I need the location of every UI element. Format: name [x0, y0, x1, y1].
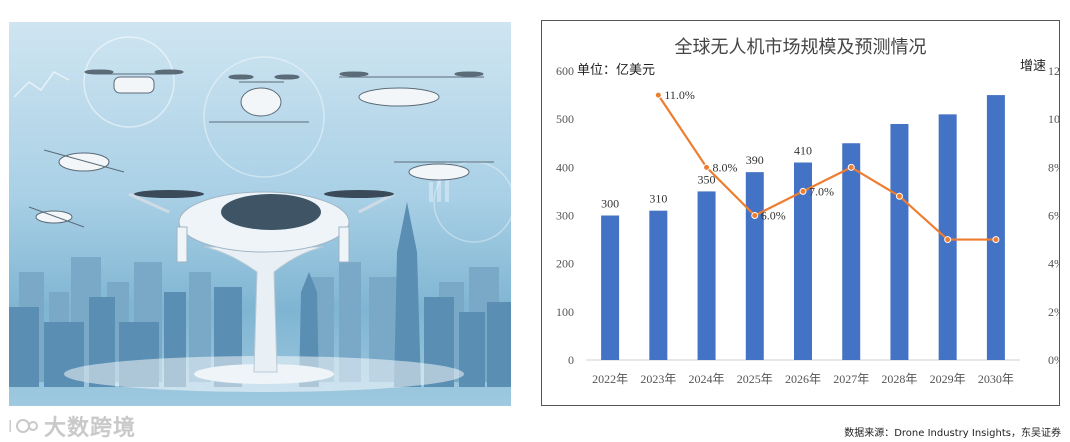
chart-plot: 0 100 200 300 400 500 600 0% 2% 4% 6% 8% 10% 12% 300 20… [556, 64, 1059, 386]
drone-icon [394, 161, 494, 181]
left-axis-unit: 单位：亿美元 [577, 63, 656, 78]
x-tick-label: 2023年 [640, 372, 676, 386]
hud-bars [429, 162, 449, 202]
growth-data-label: 8.0% [713, 160, 738, 174]
y-right-tick-label: 8% [1048, 160, 1059, 174]
drone-icon [43, 149, 125, 173]
y-right-tick-label: 10% [1048, 112, 1059, 126]
illustration-drawing [9, 36, 511, 392]
y-left-tick-label: 0 [568, 353, 574, 367]
platform-base [194, 364, 334, 384]
x-tick-label: 2027年 [833, 372, 869, 386]
pedestal [203, 246, 325, 373]
y-left-tick-label: 400 [556, 160, 574, 174]
y-right-tick-label: 6% [1048, 209, 1059, 223]
source-note: 数据来源：Drone Industry Insights，东吴证券 [844, 428, 1061, 439]
growth-point [799, 187, 807, 195]
bar [794, 162, 812, 360]
growth-point [703, 163, 711, 171]
bar-data-label: 390 [746, 153, 764, 167]
hud-circle [203, 56, 325, 178]
watermark-logo-icon: l [8, 417, 38, 436]
hud-circle [83, 36, 175, 128]
air-taxi-pod [128, 190, 395, 263]
y-left-tick-label: 600 [556, 64, 574, 78]
svg-text:l: l [8, 417, 12, 436]
drone-icon [28, 206, 85, 228]
chart-panel: 全球无人机市场规模及预测情况 单位：亿美元 增速 0 100 200 300 400 50… [541, 20, 1060, 406]
x-tick-label: 2024年 [689, 372, 725, 386]
x-tick-label: 2030年 [978, 372, 1014, 386]
bar [842, 143, 861, 360]
growth-point [992, 236, 1000, 244]
x-tick-label: 2028年 [881, 372, 917, 386]
growth-line [657, 94, 996, 241]
bar-data-label: 310 [649, 192, 667, 206]
y-right-tick-label: 0% [1048, 353, 1059, 367]
y-left-tick-label: 100 [556, 305, 574, 319]
hud-graph [13, 71, 70, 98]
y-right-tick-label: 12% [1048, 64, 1059, 78]
chart-title: 全球无人机市场规模及预测情况 [674, 37, 927, 58]
growth-data-label: 7.0% [809, 184, 834, 198]
right-axis-unit: 增速 [1019, 59, 1046, 74]
bar [601, 215, 620, 360]
drone-icon [339, 71, 484, 107]
growth-point [654, 91, 662, 99]
drone-city-illustration [9, 22, 511, 406]
growth-point [944, 236, 952, 244]
watermark-text: 大数跨境 [44, 416, 137, 441]
x-tick-label: 2025年 [737, 372, 773, 386]
bar-data-label: 350 [698, 172, 716, 186]
bar-data-label: 410 [794, 144, 812, 158]
drone-icon [84, 69, 184, 94]
x-tick-label: 2029年 [930, 372, 966, 386]
x-tick-label: 2022年 [592, 372, 628, 386]
bar [697, 191, 716, 360]
bar-data-label: 300 [601, 197, 619, 211]
growth-point [751, 212, 759, 219]
growth-point [847, 163, 855, 171]
growth-point [895, 192, 903, 200]
bar [890, 123, 909, 360]
y-left-tick-label: 200 [556, 257, 574, 271]
y-right-tick-label: 2% [1048, 305, 1059, 319]
watermark: l 大数跨境 [8, 410, 136, 442]
growth-data-label: 11.0% [664, 88, 695, 102]
drone-icon [209, 74, 309, 123]
bar [986, 95, 1005, 360]
growth-data-label: 6.0% [761, 209, 786, 223]
bar [745, 172, 764, 360]
y-left-tick-label: 300 [556, 209, 574, 223]
bar [649, 210, 668, 360]
y-left-tick-label: 500 [556, 112, 574, 126]
x-tick-label: 2026年 [785, 372, 821, 386]
y-right-tick-label: 4% [1048, 257, 1059, 271]
